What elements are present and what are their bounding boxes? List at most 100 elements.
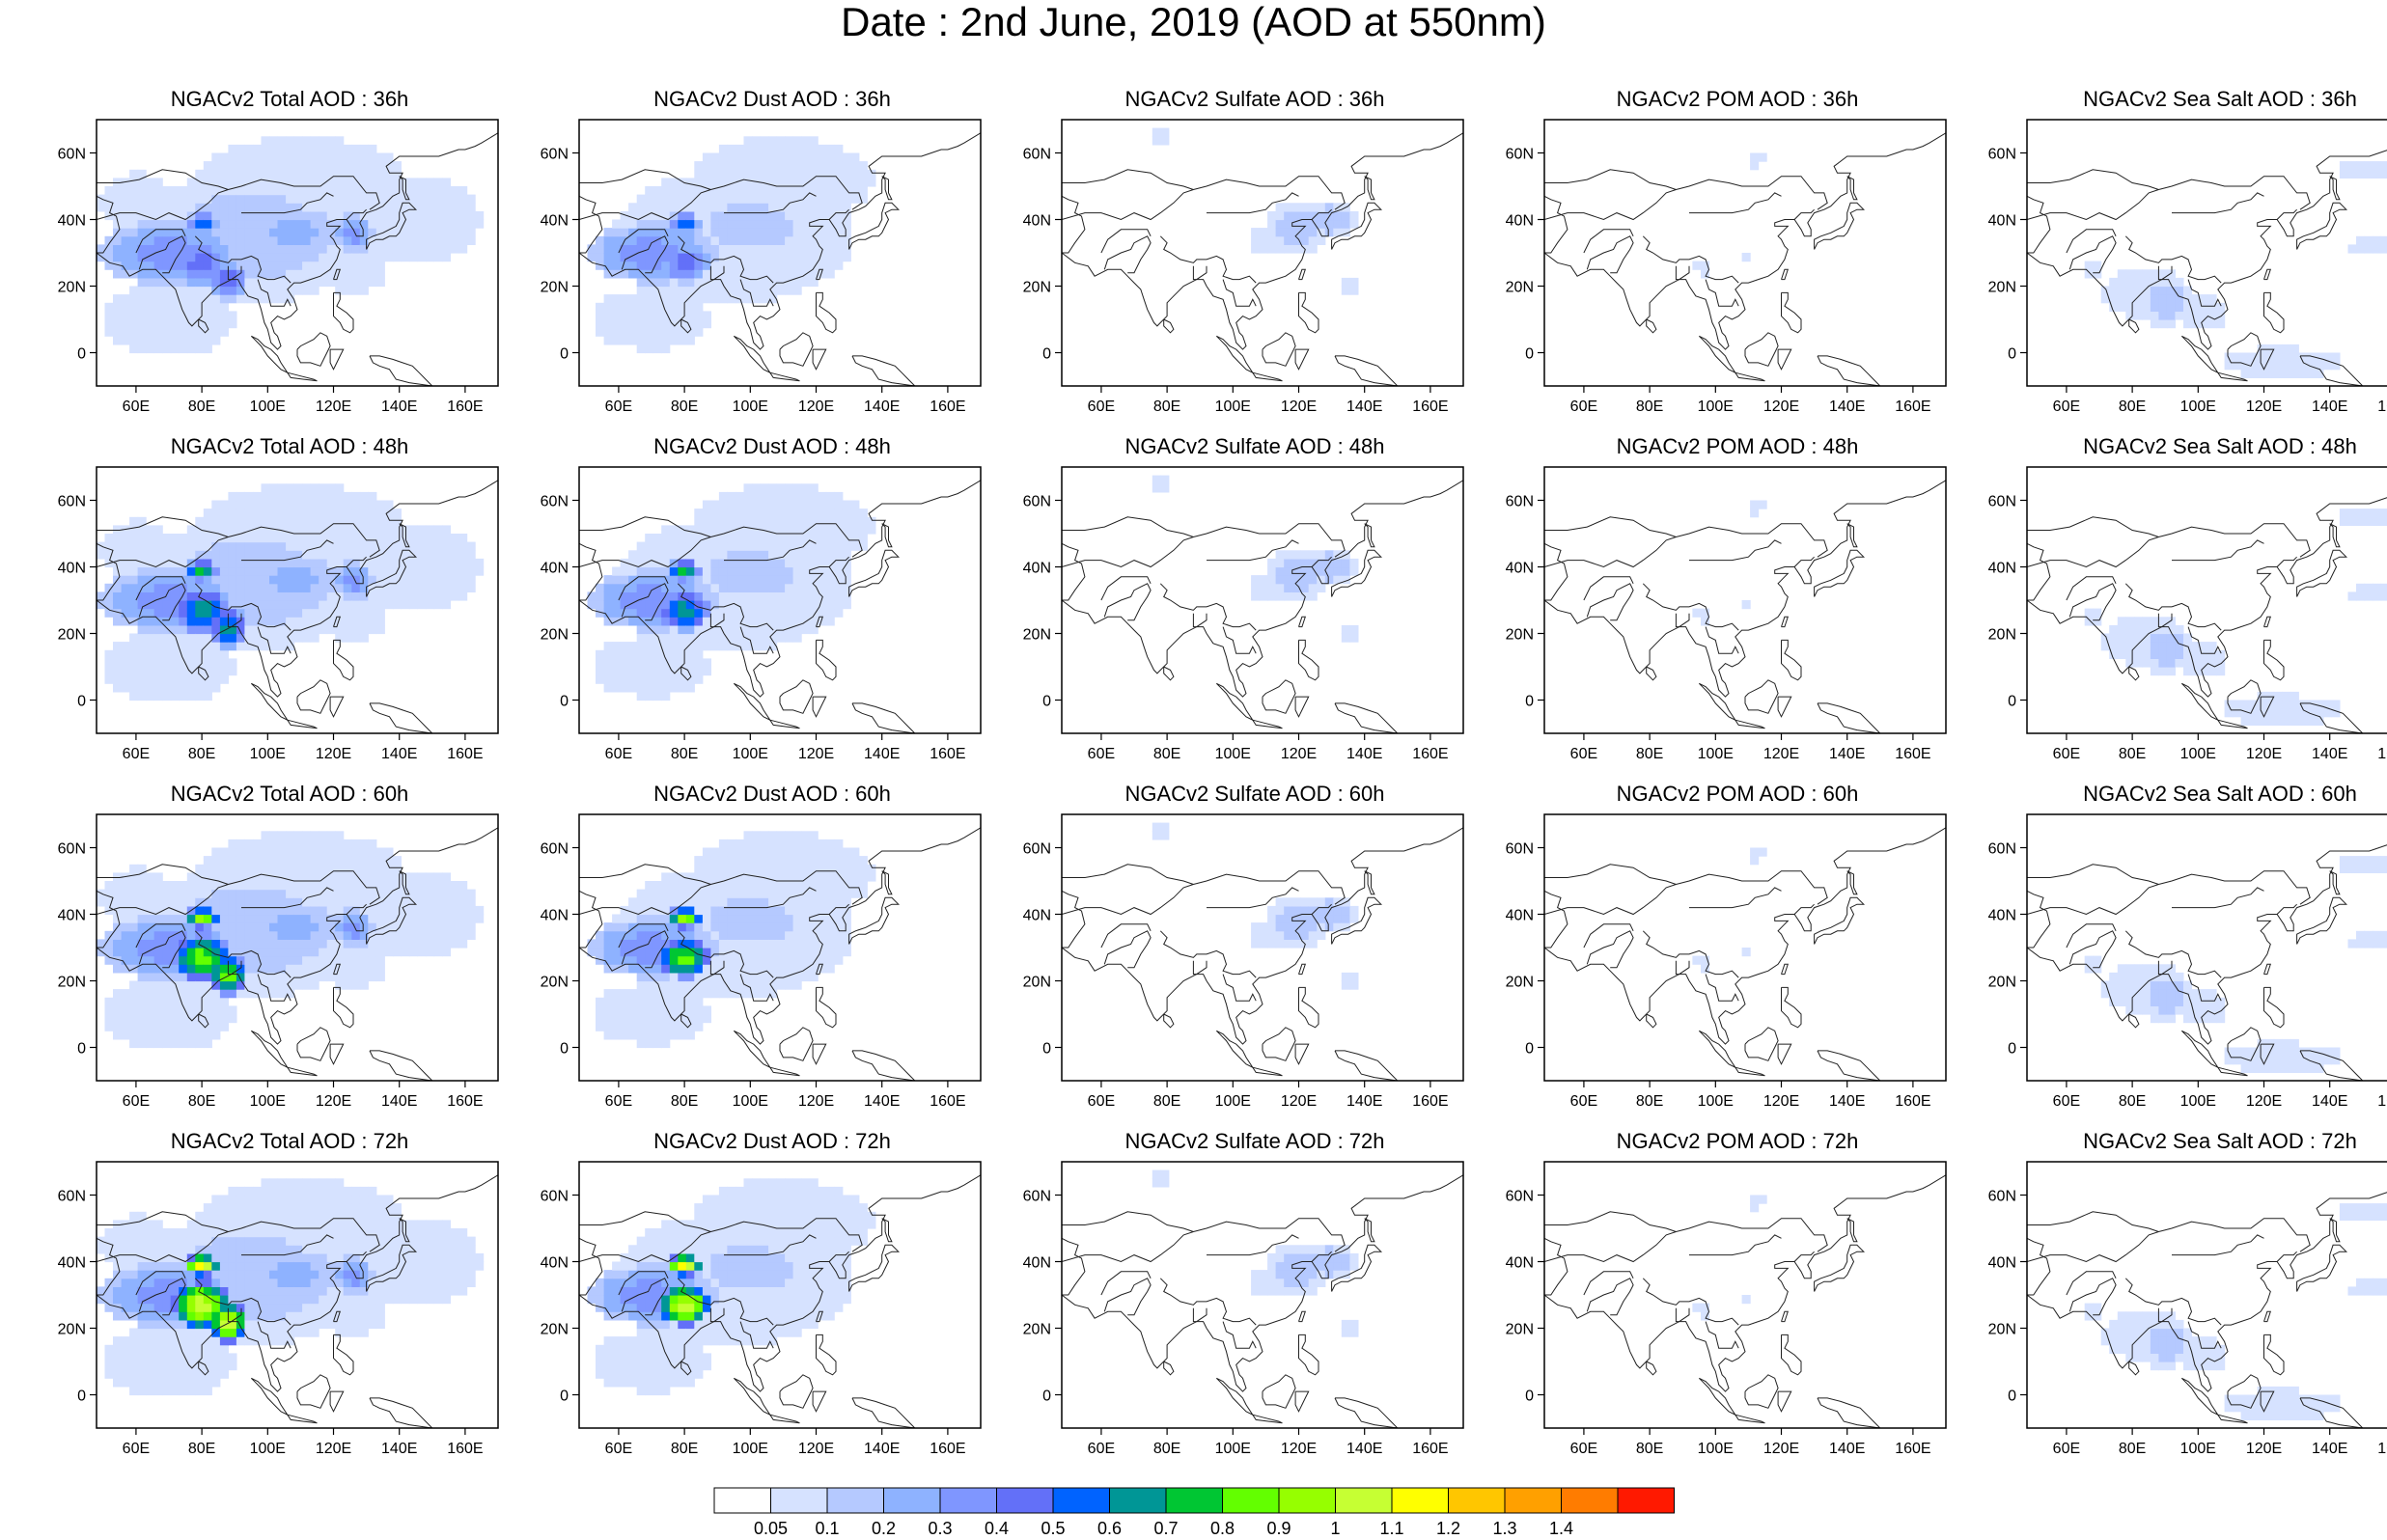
aod-cell bbox=[186, 683, 196, 693]
aod-cell bbox=[727, 964, 736, 974]
aod-cell bbox=[186, 897, 196, 907]
aod-cell bbox=[351, 516, 361, 526]
aod-cell bbox=[219, 244, 229, 254]
aod-cell bbox=[219, 277, 229, 288]
aod-cell bbox=[137, 864, 147, 873]
aod-cell bbox=[685, 534, 695, 543]
coastline bbox=[227, 960, 242, 976]
aod-cell bbox=[335, 194, 345, 204]
aod-cell bbox=[628, 235, 638, 245]
aod-cell bbox=[669, 889, 679, 898]
aod-cell bbox=[628, 566, 638, 576]
aod-cell bbox=[694, 302, 704, 312]
aod-cell bbox=[809, 186, 819, 196]
y-tick-label: 60N bbox=[1023, 494, 1051, 510]
aod-field bbox=[1692, 500, 1767, 626]
aod-cell bbox=[776, 897, 786, 907]
aod-cell bbox=[809, 491, 819, 502]
aod-cell bbox=[760, 516, 769, 526]
aod-cell bbox=[228, 642, 237, 651]
aod-cell bbox=[236, 500, 245, 509]
aod-cell bbox=[319, 277, 328, 288]
aod-cell bbox=[652, 286, 662, 295]
aod-cell bbox=[319, 583, 328, 592]
aod-cell bbox=[603, 600, 613, 610]
aod-cell bbox=[162, 980, 172, 990]
aod-cell bbox=[375, 905, 385, 916]
aod-cell bbox=[685, 964, 695, 974]
aod-cell bbox=[850, 509, 860, 518]
aod-cell bbox=[170, 269, 180, 279]
aod-cell bbox=[596, 955, 605, 965]
aod-cell bbox=[785, 591, 794, 601]
aod-cell bbox=[179, 881, 188, 891]
aod-cell bbox=[669, 575, 679, 585]
coastline bbox=[828, 556, 849, 567]
aod-cell bbox=[261, 286, 270, 295]
aod-cell bbox=[97, 600, 106, 610]
aod-cell bbox=[694, 178, 704, 187]
aod-cell bbox=[645, 997, 654, 1006]
aod-cell bbox=[2158, 311, 2168, 320]
aod-cell bbox=[153, 1038, 163, 1049]
aod-cell bbox=[645, 939, 654, 949]
aod-cell bbox=[326, 624, 336, 635]
aod-cell bbox=[121, 566, 130, 576]
aod-cell bbox=[743, 856, 753, 866]
aod-cell bbox=[702, 1005, 711, 1015]
aod-cell bbox=[842, 235, 851, 245]
aod-cell bbox=[203, 253, 212, 262]
aod-cell bbox=[636, 294, 646, 304]
aod-cell bbox=[146, 897, 155, 907]
aod-cell bbox=[375, 509, 385, 518]
aod-cell bbox=[319, 541, 328, 551]
aod-cell bbox=[818, 566, 827, 576]
aod-cell bbox=[652, 939, 662, 949]
aod-cell bbox=[244, 277, 254, 288]
aod-cell bbox=[195, 319, 205, 329]
aod-cell bbox=[1317, 550, 1326, 560]
aod-cell bbox=[2216, 311, 2226, 320]
aod-cell bbox=[319, 972, 328, 982]
aod-cell bbox=[2125, 617, 2135, 626]
aod-cell bbox=[801, 847, 811, 857]
aod-cell bbox=[146, 344, 155, 354]
coastline bbox=[812, 348, 827, 371]
aod-cell bbox=[628, 989, 638, 999]
aod-cell bbox=[669, 997, 679, 1006]
aod-cell bbox=[645, 261, 654, 270]
aod-cell bbox=[129, 344, 139, 354]
x-tick-label: 120E bbox=[1281, 399, 1317, 415]
aod-cell bbox=[760, 964, 769, 974]
aod-cell bbox=[620, 683, 629, 693]
aod-cell bbox=[343, 219, 352, 229]
aod-cell bbox=[368, 922, 377, 932]
x-tick-label: 120E bbox=[798, 746, 834, 762]
aod-cell bbox=[277, 905, 287, 916]
aod-cell bbox=[652, 897, 662, 907]
aod-cell bbox=[809, 509, 819, 518]
aod-cell bbox=[1275, 558, 1285, 568]
aod-cell bbox=[2224, 361, 2234, 371]
aod-cell bbox=[760, 550, 769, 560]
aod-cell bbox=[170, 575, 180, 585]
aod-cell bbox=[129, 683, 139, 693]
aod-cell bbox=[261, 558, 270, 568]
aod-cell bbox=[426, 219, 435, 229]
aod-cell bbox=[678, 600, 687, 610]
aod-cell bbox=[253, 210, 263, 221]
aod-cell bbox=[694, 203, 704, 212]
coastline bbox=[2227, 332, 2262, 367]
aod-cell bbox=[801, 509, 811, 518]
coastline bbox=[1781, 639, 1802, 681]
aod-cell bbox=[326, 566, 336, 576]
aod-cell bbox=[2200, 302, 2209, 312]
aod-cell bbox=[310, 939, 319, 949]
aod-cell bbox=[302, 948, 312, 957]
x-tick-label: 60E bbox=[1088, 746, 1115, 762]
aod-cell bbox=[351, 500, 361, 509]
aod-cell bbox=[253, 219, 263, 229]
coastline bbox=[2299, 702, 2364, 733]
aod-cell bbox=[417, 583, 427, 592]
